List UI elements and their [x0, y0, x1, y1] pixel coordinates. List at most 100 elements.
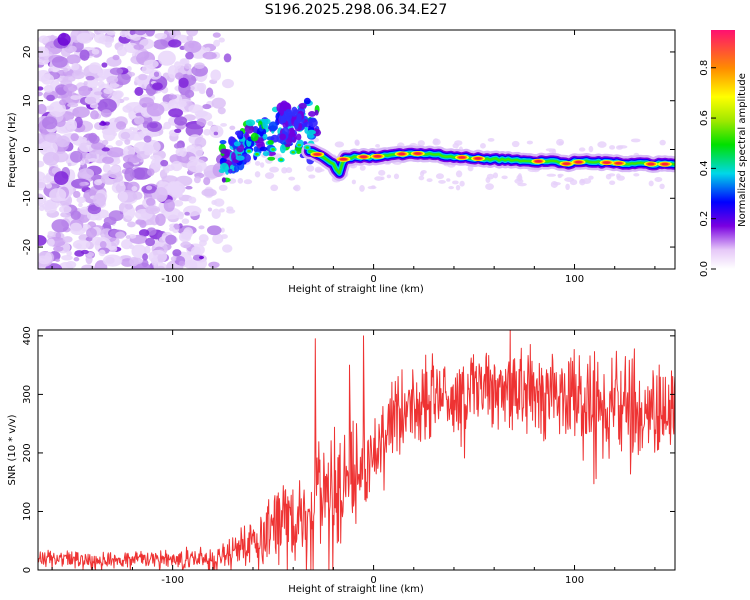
- noise-blob: [186, 30, 199, 37]
- noise-blob: [438, 179, 446, 184]
- noise-blob: [178, 260, 186, 267]
- noise-blob: [201, 188, 217, 197]
- noise-blob: [154, 187, 168, 202]
- noise-blob: [174, 128, 182, 133]
- noise-blob: [308, 174, 316, 179]
- noise-blob: [106, 147, 125, 158]
- noise-blob: [194, 136, 207, 148]
- noise-blob: [59, 99, 67, 106]
- noise-blob: [83, 81, 88, 86]
- noise-blob: [132, 191, 143, 200]
- noise-blob: [44, 132, 63, 143]
- colorbar-tick-label: 0.2: [699, 211, 710, 227]
- noise-blob: [70, 95, 81, 100]
- spectral-peak: [414, 152, 422, 155]
- noise-blob: [51, 56, 68, 68]
- noise-blob: [86, 227, 97, 239]
- noise-blob: [558, 141, 564, 146]
- spectral-blob: [262, 119, 268, 129]
- noise-blob: [605, 173, 612, 180]
- noise-blob: [79, 182, 86, 187]
- noise-blob: [293, 184, 301, 192]
- noise-blob: [212, 32, 221, 38]
- noise-blob: [110, 165, 121, 173]
- noise-blob: [163, 199, 175, 212]
- noise-blob: [146, 197, 156, 207]
- noise-blob: [121, 239, 133, 250]
- colorbar-tick-label: 0.0: [699, 261, 710, 277]
- noise-blob: [102, 156, 114, 164]
- spectral-peak: [647, 162, 655, 166]
- noise-blob: [184, 89, 195, 98]
- noise-blob: [202, 51, 217, 60]
- noise-blob: [218, 208, 225, 213]
- noise-blob: [194, 146, 204, 158]
- noise-blob: [87, 204, 101, 215]
- noise-blob: [88, 134, 100, 144]
- noise-blob: [550, 180, 558, 188]
- noise-blob: [93, 192, 107, 208]
- noise-blob: [77, 82, 84, 88]
- noise-blob: [111, 182, 126, 194]
- spectral-blob: [235, 130, 243, 136]
- noise-blob: [386, 174, 392, 179]
- noise-blob: [102, 128, 116, 142]
- noise-blob: [125, 235, 131, 240]
- noise-blob: [78, 168, 95, 179]
- noise-blob: [588, 175, 594, 180]
- noise-blob: [72, 239, 91, 250]
- spectrogram-y-tick-label: 0: [22, 146, 33, 152]
- noise-blob: [100, 109, 112, 118]
- noise-blob: [178, 100, 187, 108]
- noise-blob: [124, 138, 131, 145]
- noise-blob: [194, 62, 205, 70]
- spectral-blob: [296, 133, 302, 141]
- noise-blob: [112, 90, 124, 99]
- noise-blob: [597, 141, 607, 148]
- spectrogram-y-tick-label: 20: [22, 46, 33, 59]
- noise-blob: [133, 44, 145, 50]
- noise-blob: [143, 135, 152, 143]
- noise-blob: [85, 254, 93, 265]
- noise-blob: [152, 82, 163, 90]
- noise-blob: [153, 261, 167, 269]
- noise-blob: [61, 254, 73, 261]
- noise-blob: [185, 185, 193, 190]
- noise-blob: [609, 145, 616, 150]
- noise-blob: [179, 147, 187, 157]
- noise-blob: [557, 174, 562, 179]
- noise-blob: [448, 186, 454, 190]
- noise-blob: [206, 225, 222, 236]
- spectral-blob: [298, 102, 307, 109]
- noise-blob: [38, 35, 50, 44]
- spectral-blob: [305, 146, 310, 149]
- noise-blob: [157, 50, 176, 66]
- colorbar-gradient: [711, 30, 735, 269]
- spectral-blob: [303, 97, 311, 105]
- noise-blob: [194, 110, 208, 118]
- noise-blob: [129, 126, 135, 131]
- noise-blob: [183, 227, 194, 238]
- noise-blob: [38, 235, 47, 246]
- spectral-blob: [297, 143, 302, 147]
- spectrogram-y-tick-label: 10: [22, 94, 33, 107]
- snr-x-tick-label: 100: [565, 575, 584, 586]
- noise-blob: [203, 177, 211, 186]
- noise-blob: [120, 131, 131, 140]
- noise-blob: [588, 145, 594, 153]
- spectrogram-x-tick-label: 0: [370, 274, 376, 285]
- noise-blob: [174, 116, 188, 126]
- noise-blob: [198, 234, 209, 243]
- noise-blob: [565, 183, 570, 191]
- noise-blob: [142, 144, 155, 153]
- spectral-blob: [267, 156, 276, 161]
- noise-blob: [172, 249, 182, 257]
- noise-blob: [198, 89, 206, 95]
- snr-x-tick-label: 0: [370, 575, 376, 586]
- noise-blob: [517, 173, 522, 180]
- noise-blob: [393, 173, 400, 180]
- snr-series: [38, 330, 675, 570]
- noise-blob: [237, 178, 244, 184]
